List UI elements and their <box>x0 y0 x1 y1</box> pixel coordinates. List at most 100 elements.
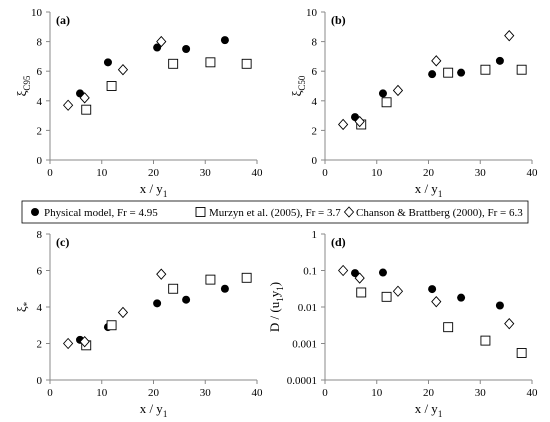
point-square <box>443 67 454 78</box>
point-square <box>381 291 392 302</box>
point-square <box>381 97 392 108</box>
point-circle <box>378 89 387 98</box>
x-tick-label: 20 <box>148 387 160 399</box>
point-square <box>205 274 216 285</box>
x-tick-label: 10 <box>96 167 108 179</box>
point-circle <box>153 299 162 308</box>
legend-item-murzyn: Murzyn et al. (2005), Fr = 3.7 <box>195 207 341 219</box>
y-tick-label: 0.1 <box>303 266 317 278</box>
y-tick-label: 0 <box>37 375 43 387</box>
legend-label: Physical model, Fr = 4.95 <box>44 207 158 219</box>
chart-panel-d: 0 10 20 30 40 0.0001 0.001 0.01 0.1 1 (d) x / y1 D /… <box>267 229 538 419</box>
legend-label: Murzyn et al. (2005), Fr = 3.7 <box>209 207 341 219</box>
x-tick-label: 10 <box>96 387 108 399</box>
point-diamond <box>431 55 442 67</box>
y-tick-label: 8 <box>37 37 43 49</box>
point-diamond <box>338 118 349 131</box>
y-tick-label: 4 <box>312 96 318 108</box>
point-circle <box>220 36 229 45</box>
y-tick-label: 8 <box>312 37 318 49</box>
x-tick-label: 20 <box>148 167 160 179</box>
point-diamond <box>63 99 74 111</box>
point-square <box>205 57 216 68</box>
panel-label: (c) <box>56 235 69 249</box>
x-tick-label: 10 <box>371 167 383 179</box>
point-diamond <box>354 272 365 284</box>
point-square <box>443 322 454 333</box>
point-square <box>516 64 527 75</box>
point-diamond <box>79 336 90 348</box>
point-diamond <box>117 64 129 76</box>
point-square <box>168 58 179 69</box>
legend-square-marker <box>195 207 206 217</box>
x-axis-label: x / y1 <box>415 181 443 199</box>
chart-panel-c: 0 10 20 30 40 0 2 4 6 8 (c) x / y1 ξ* <box>14 229 263 419</box>
point-circle <box>428 285 437 294</box>
point-circle <box>428 70 437 79</box>
y-tick-label: 0.001 <box>292 339 317 351</box>
x-tick-label: 0 <box>47 387 53 399</box>
point-circle <box>378 268 387 277</box>
y-tick-label: 10 <box>31 7 43 19</box>
x-tick-label: 0 <box>322 387 328 399</box>
y-tick-label: 4 <box>37 96 43 108</box>
point-circle <box>153 43 162 52</box>
panel-label: (b) <box>331 13 346 27</box>
y-tick-label: 0.0001 <box>287 375 317 387</box>
x-tick-label: 30 <box>475 167 487 179</box>
point-square <box>480 64 491 75</box>
point-circle <box>182 295 191 304</box>
x-tick-label: 40 <box>252 167 264 179</box>
point-circle <box>495 301 504 310</box>
point-circle <box>103 58 112 67</box>
legend-circle-marker <box>31 208 39 216</box>
legend-label: Chanson & Brattberg (2000), Fr = 6.3 <box>356 207 523 219</box>
y-tick-label: 0 <box>312 155 318 167</box>
x-axis-label: x / y1 <box>140 181 168 199</box>
x-tick-label: 0 <box>322 167 328 179</box>
y-tick-label: 1 <box>312 229 318 241</box>
point-diamond <box>392 84 404 97</box>
y-axis-label: ξC50 <box>289 75 307 96</box>
y-axis-label: ξC95 <box>14 75 32 96</box>
point-diamond <box>504 317 515 330</box>
point-circle <box>457 293 466 302</box>
y-tick-label: 6 <box>37 66 43 78</box>
y-tick-label: 2 <box>312 125 318 137</box>
point-diamond <box>504 30 515 42</box>
y-axis-label: D / (u1y1) <box>267 282 285 332</box>
point-square <box>241 58 252 69</box>
y-tick-label: 6 <box>37 266 43 278</box>
y-tick-label: 0 <box>37 155 43 167</box>
x-axis-label: x / y1 <box>140 401 168 419</box>
x-tick-label: 10 <box>371 387 383 399</box>
point-square <box>106 81 117 91</box>
point-square <box>106 320 117 331</box>
legend-item-physical: Physical model, Fr = 4.95 <box>31 207 158 219</box>
x-tick-label: 0 <box>47 167 53 179</box>
chart-panel-a: 0 10 20 30 40 0 2 4 6 8 10 (a) x / y1 ξC95 <box>14 7 263 199</box>
point-diamond <box>156 35 167 48</box>
x-tick-label: 20 <box>423 387 435 399</box>
legend-item-chanson: Chanson & Brattberg (2000), Fr = 6.3 <box>343 206 523 219</box>
point-circle <box>182 45 191 53</box>
x-tick-label: 40 <box>252 387 264 399</box>
point-square <box>241 272 252 283</box>
y-axis-label: ξ* <box>14 301 32 312</box>
y-tick-label: 10 <box>306 7 318 19</box>
x-tick-label: 20 <box>423 167 435 179</box>
x-tick-label: 40 <box>527 387 539 399</box>
point-square <box>516 348 527 358</box>
x-tick-label: 30 <box>200 387 212 399</box>
y-tick-label: 2 <box>37 125 43 137</box>
chart-panel-b: 0 10 20 30 40 0 2 4 6 8 10 (b) x / y1 ξC50 <box>289 7 538 199</box>
point-diamond <box>354 115 365 128</box>
point-diamond <box>117 306 129 319</box>
point-diamond <box>156 268 167 280</box>
point-diamond <box>338 264 349 277</box>
point-circle <box>351 269 360 278</box>
legend: Physical model, Fr = 4.95 Murzyn et al. … <box>21 200 529 224</box>
panel-label: (a) <box>56 13 70 27</box>
panel-label: (d) <box>331 235 346 249</box>
